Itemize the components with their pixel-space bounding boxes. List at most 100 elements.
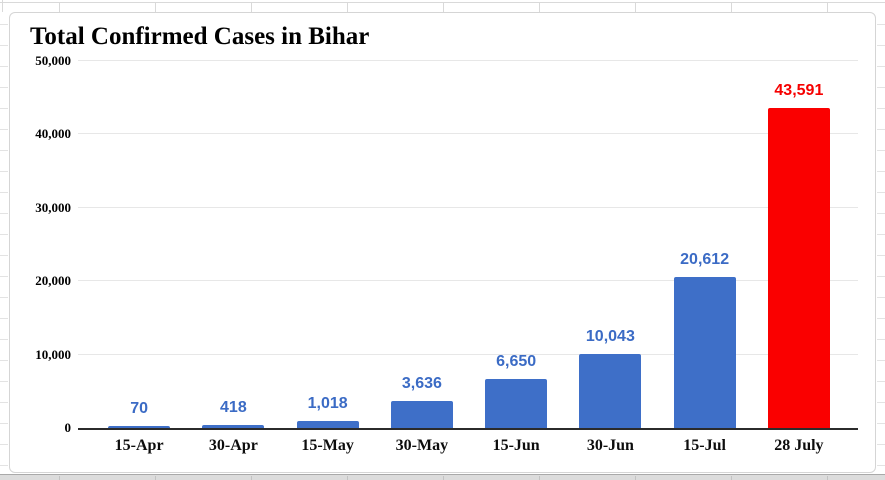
sheet-col-separator	[251, 476, 252, 480]
sheet-row-line	[877, 423, 885, 424]
sheet-col-separator	[347, 476, 348, 480]
sheet-gridline	[443, 3, 444, 12]
bar-value-label: 43,591	[774, 82, 824, 100]
x-tick-label: 28 July	[774, 437, 824, 454]
sheet-row-line	[877, 360, 885, 361]
y-tick-label: 0	[64, 420, 72, 435]
gridline	[78, 60, 858, 61]
bar[interactable]	[673, 276, 736, 428]
sheet-row-line	[877, 276, 885, 277]
gridline	[78, 353, 858, 355]
sheet-row-line	[0, 423, 8, 424]
bar-column: 20,612	[658, 61, 752, 428]
sheet-row-line	[0, 66, 8, 67]
sheet-row-line	[0, 150, 8, 151]
bar[interactable]	[390, 401, 453, 428]
bar-column: 70	[92, 61, 186, 428]
sheet-row-line	[877, 234, 885, 235]
bar-value-label: 6,650	[496, 353, 537, 371]
bar-value-label: 10,043	[585, 328, 635, 346]
sheet-row-line	[877, 87, 885, 88]
sheet-row-line	[0, 87, 8, 88]
sheet-row-line	[877, 465, 885, 466]
sheet-col-separator	[635, 476, 636, 480]
sheet-gridline	[2, 0, 3, 12]
sheet-row-line	[0, 192, 8, 193]
bar-column: 6,650	[469, 61, 563, 428]
sheet-col-separator	[827, 476, 828, 480]
x-tick-label: 30-May	[395, 437, 449, 454]
sheet-row-line	[877, 444, 885, 445]
sheet-row-line	[877, 339, 885, 340]
sheet-col-separator	[443, 476, 444, 480]
sheet-col-separator	[155, 476, 156, 480]
bar[interactable]	[108, 426, 171, 428]
sheet-row-line	[877, 213, 885, 214]
bar-column: 3,636	[375, 61, 469, 428]
sheet-gridline	[539, 3, 540, 12]
sheet-gridline	[251, 3, 252, 12]
sheet-gridline	[635, 3, 636, 12]
sheet-row-line	[0, 255, 8, 256]
bar-value-label: 1,018	[307, 394, 348, 412]
bar[interactable]	[296, 420, 359, 428]
sheet-row-line	[877, 150, 885, 151]
bar-value-label: 3,636	[401, 375, 442, 393]
bar-column: 418	[186, 61, 280, 428]
sheet-row-line	[0, 234, 8, 235]
sheet-gridline	[731, 3, 732, 12]
x-tick-label: 15-Jun	[492, 437, 540, 454]
y-tick-label: 20,000	[35, 273, 71, 289]
sheet-row-line	[0, 24, 8, 25]
sheet-row-line	[877, 402, 885, 403]
sheet-row-line	[0, 381, 8, 382]
x-tick-label: 30-Apr	[208, 437, 258, 454]
sheet-row-line	[0, 360, 8, 361]
sheet-row-line	[877, 381, 885, 382]
x-axis-labels: 15-Apr 30-Apr 15-May 30-May 15-Jun 30-Jun 15-J…	[78, 436, 858, 458]
sheet-row-line	[877, 24, 885, 25]
bar-column: 43,591	[752, 61, 846, 428]
x-tick-label: 30-Jun	[586, 437, 634, 454]
bar[interactable]	[485, 379, 548, 428]
sheet-row-line	[877, 192, 885, 193]
sheet-row-line	[0, 444, 8, 445]
sheet-row-line	[0, 108, 8, 109]
bar-columns: 70 418 1,018 3,636 6,650 10,043 20,612 43,591	[92, 61, 846, 428]
sheet-row-line	[0, 297, 8, 298]
bar[interactable]	[767, 108, 830, 428]
sheet-row-line	[877, 129, 885, 130]
sheet-row-line	[877, 45, 885, 46]
chart-object[interactable]: Total Confirmed Cases in Bihar 0 10,000 20…	[9, 12, 876, 473]
sheet-row-line	[877, 297, 885, 298]
y-tick-label: 30,000	[35, 199, 71, 215]
sheet-row-line	[0, 318, 8, 319]
sheet-row-line	[877, 108, 885, 109]
sheet-row-line	[0, 402, 8, 403]
sheet-col-separator	[539, 476, 540, 480]
sheet-gridline	[0, 2, 885, 3]
x-tick-label: 15-Apr	[114, 437, 164, 454]
sheet-row-line	[0, 45, 8, 46]
x-tick-label: 15-Jul	[683, 437, 726, 454]
bar-value-label: 20,612	[680, 250, 730, 268]
gridline	[78, 280, 858, 282]
sheet-row-line	[0, 171, 8, 172]
sheet-row-line	[877, 171, 885, 172]
bar-column: 1,018	[281, 61, 375, 428]
plot-area: 70 418 1,018 3,636 6,650 10,043 20,612 43,591	[78, 60, 858, 430]
bar[interactable]	[579, 354, 642, 428]
bar[interactable]	[202, 424, 265, 428]
sheet-gridline	[155, 3, 156, 12]
sheet-row-line	[877, 66, 885, 67]
y-tick-label: 10,000	[35, 346, 71, 362]
sheet-row-line	[0, 276, 8, 277]
sheet-row-line	[877, 255, 885, 256]
y-tick-label: 50,000	[35, 53, 71, 68]
sheet-row-line	[877, 318, 885, 319]
sheet-gridline	[827, 3, 828, 12]
bar-value-label: 418	[220, 398, 247, 416]
y-tick-label: 40,000	[35, 126, 71, 142]
gridline	[78, 133, 858, 135]
